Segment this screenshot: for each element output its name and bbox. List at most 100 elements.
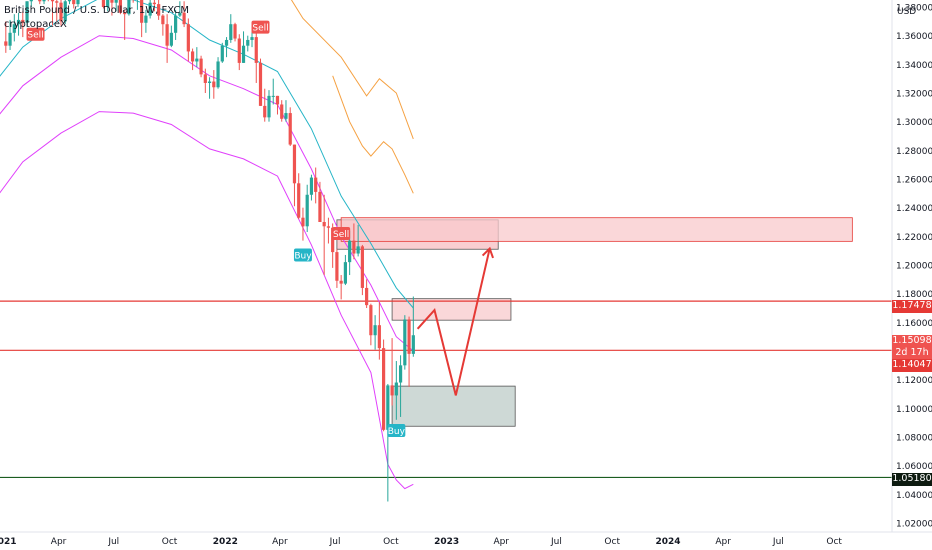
candle-48 <box>195 47 199 68</box>
candle-6 <box>16 12 21 36</box>
y-tick-label: 1.20000 <box>896 262 932 272</box>
y-tick-label: 1.36000 <box>896 32 932 42</box>
candle-body <box>190 51 195 62</box>
signal-badge <box>387 424 406 438</box>
candle-body <box>352 240 356 254</box>
candle-body <box>63 1 67 22</box>
candle-body <box>246 39 250 46</box>
x-tick-label: Oct <box>162 537 178 547</box>
candle-body <box>174 15 178 33</box>
candle-body <box>216 61 220 88</box>
x-tick-label: Apr <box>715 537 731 547</box>
candle-body <box>237 38 241 63</box>
candle-36 <box>144 9 148 33</box>
candle-82 <box>339 275 343 300</box>
candle-45 <box>182 1 186 28</box>
candle-68 <box>280 100 284 122</box>
plot-area[interactable]: Sell Sell Sell Buy Buy <box>0 0 892 502</box>
candle-body <box>195 58 199 62</box>
x-tick-label: 2024 <box>655 537 680 547</box>
candle-81 <box>335 249 339 288</box>
supply-zone-1[interactable] <box>340 217 853 242</box>
candle-body <box>233 24 237 39</box>
signal-label: Buy <box>294 251 312 261</box>
candle-body <box>373 325 377 336</box>
candle-66 <box>271 78 275 105</box>
candle-91 <box>377 302 381 360</box>
candle-32 <box>127 0 131 16</box>
candle-body <box>326 226 331 228</box>
buy-signal-4[interactable]: Buy <box>387 424 406 438</box>
y-tick-label: 1.24000 <box>896 204 932 214</box>
candle-17 <box>63 0 67 25</box>
signal-label: Sell <box>252 24 268 34</box>
candle-body <box>106 0 110 7</box>
candle-57 <box>233 22 237 42</box>
candle-38 <box>152 0 156 12</box>
candle-53 <box>216 57 220 89</box>
candle-body <box>199 58 203 75</box>
candle-55 <box>224 37 229 58</box>
candle-body <box>220 45 224 62</box>
candle-15 <box>55 0 59 22</box>
candle-73 <box>301 207 305 241</box>
candle-34 <box>136 0 138 10</box>
candle-87 <box>360 244 364 296</box>
buy-signal-3[interactable]: Buy <box>293 248 312 262</box>
candle-body <box>203 74 207 83</box>
candle-body <box>144 15 148 23</box>
sell-signal-2[interactable]: Sell <box>332 226 351 240</box>
time-axis[interactable]: 2021 Apr Jul Oct 2022 Apr Jul Oct 2023 Apr Jul Oct 2… <box>0 531 932 547</box>
y-tick-label: 1.08000 <box>896 434 932 444</box>
y-tick-label: 1.18000 <box>896 290 932 300</box>
candle-body <box>38 0 42 2</box>
candle-body <box>258 62 263 106</box>
signal-badge <box>332 226 351 240</box>
candle-body <box>114 0 118 3</box>
sell-signal-1[interactable]: Sell <box>251 20 270 34</box>
projection-arrow[interactable] <box>416 248 491 396</box>
candle-body <box>288 113 292 145</box>
y-tick-label: 1.02000 <box>896 520 932 530</box>
candle-body <box>377 325 381 349</box>
x-tick-label: Apr <box>272 537 288 547</box>
y-tick-label: 1.30000 <box>896 118 932 128</box>
candle-42 <box>169 25 173 48</box>
candle-12 <box>42 0 46 5</box>
candle-body <box>140 0 144 23</box>
candle-body <box>254 37 258 63</box>
y-tick-label: 1.38000 <box>896 4 932 14</box>
x-tick-label: Apr <box>493 537 509 547</box>
candle-body <box>356 246 360 254</box>
candle-88 <box>365 279 369 308</box>
price-label-lower-line: 1.14047 <box>892 359 932 372</box>
indicator-line-4 <box>332 75 414 194</box>
candle-body <box>275 95 280 105</box>
supply-zone-2[interactable] <box>391 298 512 321</box>
candle-body <box>21 19 25 23</box>
candle-20 <box>76 0 80 7</box>
sell-signal-0[interactable]: Sell <box>26 27 45 41</box>
x-tick-label: Jul <box>329 537 341 547</box>
projection-arrowhead <box>481 246 494 259</box>
y-tick-label: 1.26000 <box>896 176 932 186</box>
candle-75 <box>309 174 314 201</box>
candle-26 <box>101 0 106 9</box>
y-tick-label: 1.16000 <box>896 319 932 329</box>
candle-78 <box>322 194 326 276</box>
candle-body <box>8 32 12 46</box>
demand-zone-3[interactable] <box>391 385 516 427</box>
candle-body <box>318 191 322 222</box>
candle-body <box>101 0 106 7</box>
signal-badge <box>251 20 270 34</box>
x-tick-label: Oct <box>383 537 399 547</box>
candle-52 <box>212 70 216 99</box>
candle-64 <box>263 88 267 122</box>
signal-badge <box>293 248 312 262</box>
candle-body <box>123 12 127 15</box>
author-label: cryptopaceX <box>4 19 67 30</box>
candle-body <box>229 24 233 40</box>
